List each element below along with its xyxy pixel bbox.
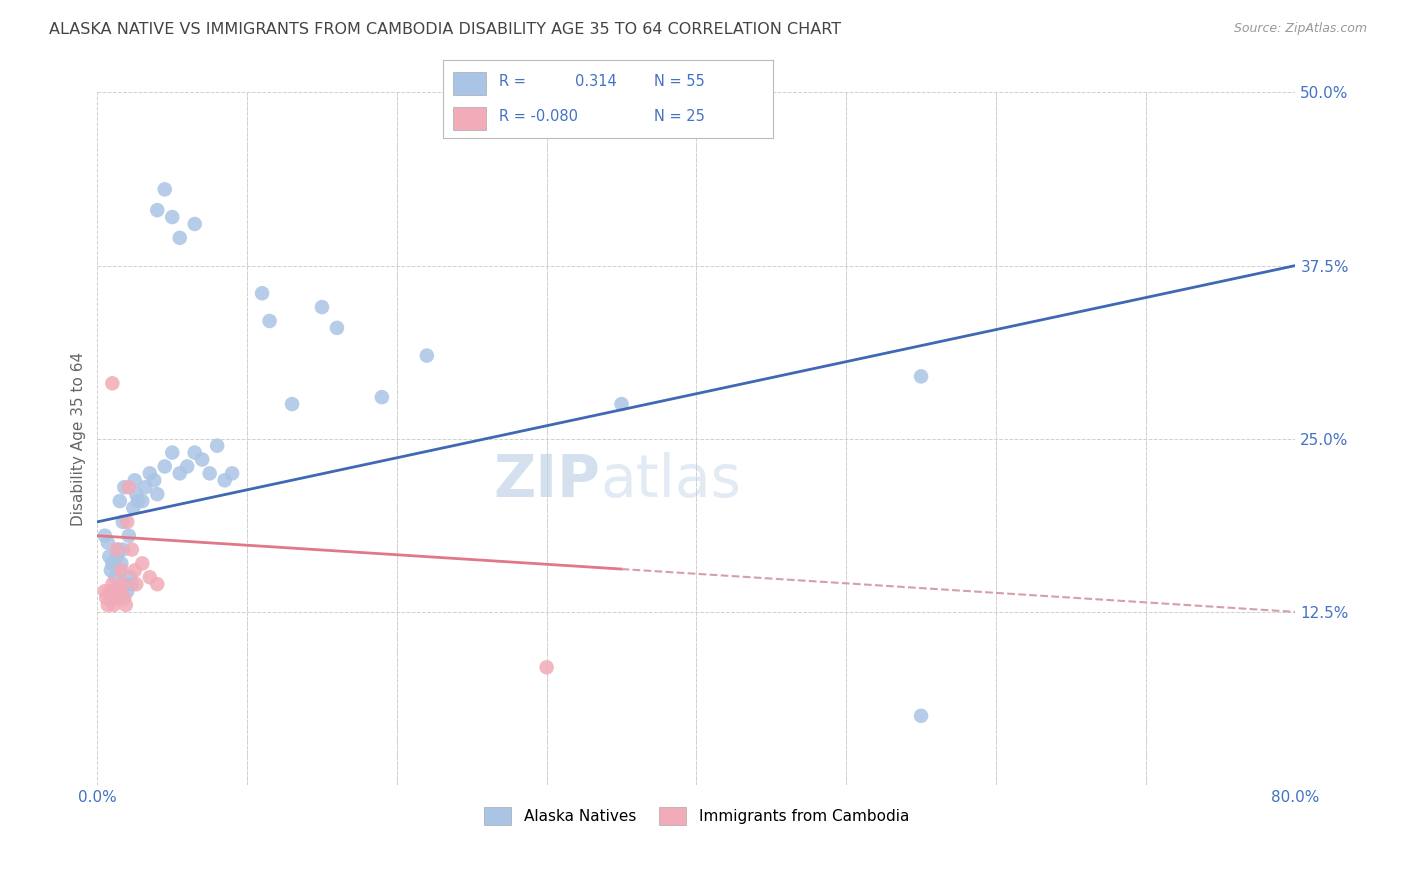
Text: R =: R = xyxy=(499,74,526,89)
Point xyxy=(121,577,143,591)
Point xyxy=(108,494,131,508)
Point xyxy=(117,584,139,599)
Point xyxy=(112,480,135,494)
Point xyxy=(110,563,132,577)
Point xyxy=(191,452,214,467)
Point xyxy=(143,473,166,487)
Point xyxy=(131,557,153,571)
Point xyxy=(125,577,148,591)
Point xyxy=(371,390,394,404)
Point xyxy=(100,591,122,605)
Point xyxy=(111,542,134,557)
Point xyxy=(169,467,191,481)
Point xyxy=(105,549,128,564)
Point xyxy=(104,591,127,605)
Text: R = -0.080: R = -0.080 xyxy=(499,109,578,124)
Point xyxy=(104,570,127,584)
Point xyxy=(160,445,183,459)
Point xyxy=(107,542,129,557)
Point xyxy=(110,557,132,571)
Point xyxy=(259,314,281,328)
Point xyxy=(101,577,124,591)
Point xyxy=(124,473,146,487)
Point xyxy=(536,660,558,674)
Point xyxy=(311,300,333,314)
Point xyxy=(97,535,120,549)
Text: ZIP: ZIP xyxy=(494,451,600,508)
Point xyxy=(103,598,125,612)
Point xyxy=(101,557,124,571)
Point xyxy=(131,494,153,508)
Point xyxy=(153,459,176,474)
Point xyxy=(94,529,117,543)
Point xyxy=(281,397,304,411)
Point xyxy=(114,598,136,612)
Point xyxy=(169,231,191,245)
Point xyxy=(96,591,118,605)
Point xyxy=(105,542,128,557)
Point xyxy=(134,480,156,494)
Text: 0.314: 0.314 xyxy=(575,74,617,89)
Point xyxy=(108,584,131,599)
Point xyxy=(125,487,148,501)
Point xyxy=(127,494,149,508)
Point xyxy=(108,563,131,577)
Point xyxy=(112,591,135,605)
Point xyxy=(176,459,198,474)
Text: atlas: atlas xyxy=(600,451,741,508)
Point xyxy=(183,217,205,231)
Point xyxy=(111,515,134,529)
Point xyxy=(160,210,183,224)
Point xyxy=(98,584,121,599)
Point xyxy=(250,286,273,301)
Point xyxy=(146,577,169,591)
Point xyxy=(111,577,134,591)
Text: ALASKA NATIVE VS IMMIGRANTS FROM CAMBODIA DISABILITY AGE 35 TO 64 CORRELATION CH: ALASKA NATIVE VS IMMIGRANTS FROM CAMBODI… xyxy=(49,22,841,37)
Point xyxy=(139,467,162,481)
Point xyxy=(94,584,117,599)
Point xyxy=(221,467,243,481)
Point xyxy=(910,708,932,723)
Point xyxy=(146,203,169,218)
Point xyxy=(124,563,146,577)
Point xyxy=(146,487,169,501)
Bar xyxy=(453,71,486,95)
Point xyxy=(122,501,145,516)
Point xyxy=(118,480,141,494)
Text: N = 55: N = 55 xyxy=(654,74,704,89)
Point xyxy=(610,397,633,411)
Point xyxy=(114,577,136,591)
Point xyxy=(121,542,143,557)
Point xyxy=(97,598,120,612)
Point xyxy=(910,369,932,384)
Point xyxy=(101,376,124,391)
Text: Source: ZipAtlas.com: Source: ZipAtlas.com xyxy=(1233,22,1367,36)
Point xyxy=(139,570,162,584)
Text: N = 25: N = 25 xyxy=(654,109,706,124)
Bar xyxy=(453,107,486,130)
Point xyxy=(98,549,121,564)
Point xyxy=(107,584,129,599)
Point xyxy=(101,584,124,599)
Point xyxy=(326,321,349,335)
Point xyxy=(117,515,139,529)
Point xyxy=(205,439,228,453)
Legend: Alaska Natives, Immigrants from Cambodia: Alaska Natives, Immigrants from Cambodia xyxy=(477,799,917,833)
Point xyxy=(198,467,221,481)
Point xyxy=(118,529,141,543)
Y-axis label: Disability Age 35 to 64: Disability Age 35 to 64 xyxy=(72,351,86,525)
Point xyxy=(153,182,176,196)
Point xyxy=(120,570,142,584)
Point xyxy=(183,445,205,459)
Point xyxy=(416,349,439,363)
Point xyxy=(214,473,236,487)
Point xyxy=(103,591,125,605)
Point xyxy=(100,563,122,577)
